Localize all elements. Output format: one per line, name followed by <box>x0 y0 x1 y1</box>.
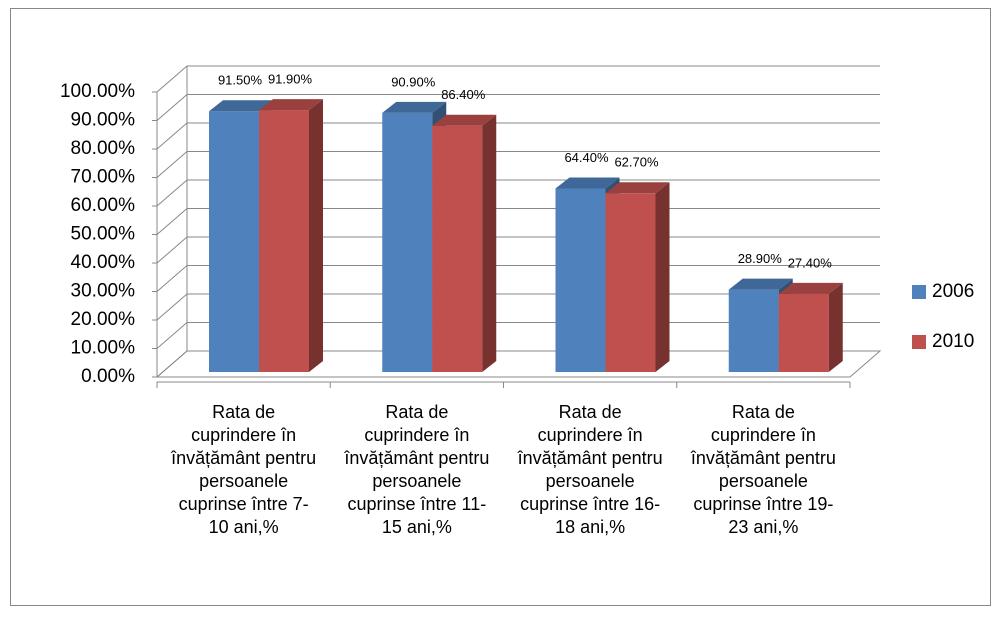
grid-line <box>156 94 880 121</box>
x-tick-label: Rata de cuprindere în învățământ pentru … <box>344 402 490 537</box>
bar <box>778 282 843 372</box>
grid-line <box>156 65 880 93</box>
y-tick-label: 90.00% <box>71 110 136 131</box>
data-label: 91.90% <box>268 72 313 87</box>
bar-front <box>555 188 606 372</box>
grid-line <box>156 179 880 207</box>
legend-swatch <box>912 335 926 349</box>
bar-front <box>432 125 483 372</box>
data-label: 62.70% <box>614 155 659 170</box>
x-tick-label: Rata de cuprindere în învățământ pentru … <box>171 402 317 537</box>
bar <box>259 99 323 373</box>
bar-side <box>655 182 670 372</box>
bar-top <box>728 278 793 290</box>
bar <box>432 114 497 372</box>
y-tick-label: 40.00% <box>71 252 136 273</box>
y-tick-label: 70.00% <box>71 167 136 188</box>
bar-top <box>778 282 843 294</box>
y-tick-label: 30.00% <box>71 281 136 302</box>
data-label: 28.90% <box>738 251 783 266</box>
bar-side <box>828 282 843 372</box>
legend-label: 2006 <box>932 281 974 302</box>
x-tick-label: Rata de cuprindere în învățământ pentru … <box>690 402 836 537</box>
y-tick-label: 0.00% <box>81 366 135 387</box>
bar-front <box>259 110 309 373</box>
bar-front <box>209 111 259 372</box>
bar-side <box>309 99 323 373</box>
grid-line <box>156 122 880 150</box>
bar-front <box>778 293 829 372</box>
y-tick-label: 100.00% <box>60 81 135 102</box>
data-label: 27.40% <box>788 255 833 270</box>
data-label: 90.90% <box>391 74 436 89</box>
data-label: 86.40% <box>441 87 486 102</box>
bar-front <box>382 112 433 372</box>
bar-top <box>259 99 323 111</box>
bar-top <box>605 182 670 194</box>
y-tick-label: 50.00% <box>71 224 136 245</box>
y-tick-label: 20.00% <box>71 309 136 330</box>
bar-top <box>382 101 447 113</box>
bar-front <box>605 193 656 372</box>
y-tick-label: 10.00% <box>71 338 136 359</box>
y-tick-label: 60.00% <box>71 195 136 216</box>
bar <box>605 182 670 372</box>
bar-top <box>555 177 620 189</box>
bar-top <box>432 114 497 126</box>
data-label: 64.40% <box>564 150 609 165</box>
grid-line <box>156 151 880 178</box>
legend-label: 2010 <box>932 331 974 352</box>
bar-top <box>209 100 273 112</box>
bar-front <box>728 289 779 372</box>
bar-side <box>482 114 497 372</box>
legend-swatch <box>912 285 926 299</box>
y-tick-label: 80.00% <box>71 138 136 159</box>
data-label: 91.50% <box>218 73 263 88</box>
x-tick-label: Rata de cuprindere în învățământ pentru … <box>517 402 663 537</box>
